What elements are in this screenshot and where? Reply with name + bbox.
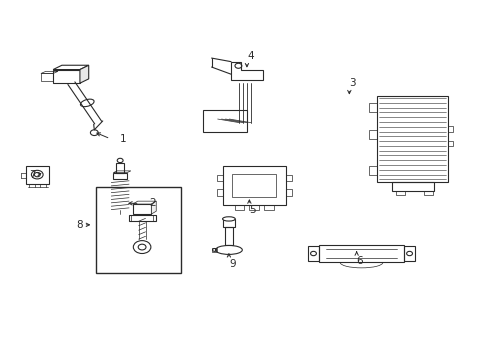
Bar — [222, 166, 285, 205]
Bar — [25, 166, 49, 184]
Bar — [307, 246, 318, 261]
Bar — [96, 187, 181, 273]
Bar — [285, 175, 291, 181]
Bar — [396, 191, 405, 195]
Ellipse shape — [222, 217, 235, 221]
Bar — [377, 96, 447, 182]
Polygon shape — [231, 62, 262, 80]
Ellipse shape — [80, 99, 94, 107]
Bar — [211, 248, 217, 252]
Bar — [53, 69, 80, 83]
Bar — [368, 103, 377, 112]
Polygon shape — [80, 65, 88, 83]
Polygon shape — [53, 65, 88, 69]
Bar — [391, 182, 433, 191]
Polygon shape — [133, 201, 156, 204]
Text: 3: 3 — [348, 78, 355, 88]
Polygon shape — [113, 171, 131, 173]
Bar — [224, 227, 232, 246]
Bar — [234, 205, 244, 211]
Bar — [264, 205, 273, 211]
Bar — [216, 189, 222, 196]
Bar — [41, 73, 53, 81]
Text: 1: 1 — [120, 134, 126, 144]
Bar — [203, 110, 246, 132]
Text: 4: 4 — [246, 51, 253, 61]
Bar — [216, 175, 222, 181]
Bar — [113, 173, 127, 179]
Text: 2: 2 — [149, 198, 156, 208]
Bar — [423, 191, 432, 195]
Bar — [232, 174, 276, 197]
Bar — [447, 140, 452, 146]
Polygon shape — [151, 201, 156, 214]
Bar — [116, 163, 124, 173]
Bar — [447, 126, 452, 132]
Bar — [368, 166, 377, 175]
Text: 8: 8 — [76, 220, 83, 230]
Bar — [404, 246, 414, 261]
Text: 9: 9 — [228, 259, 235, 269]
Bar — [368, 130, 377, 139]
Bar — [285, 189, 291, 196]
Bar — [318, 244, 404, 262]
Text: 7: 7 — [29, 170, 36, 180]
Text: 5: 5 — [249, 206, 256, 216]
Bar — [133, 204, 151, 214]
Text: 6: 6 — [356, 256, 363, 266]
Ellipse shape — [215, 246, 242, 255]
Bar — [128, 215, 155, 221]
Bar — [249, 205, 259, 211]
Bar — [222, 219, 235, 227]
